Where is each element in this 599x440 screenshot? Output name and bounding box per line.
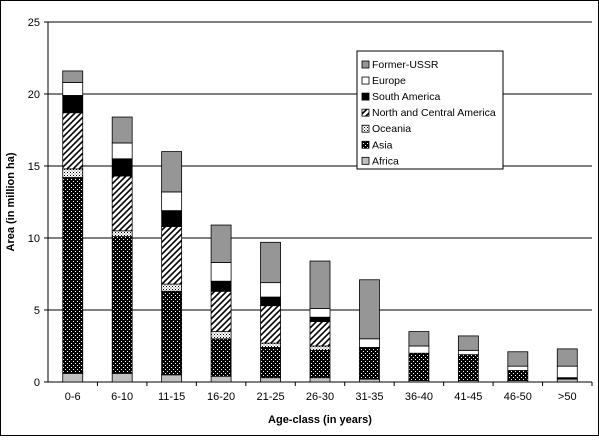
legend-label: Former-USSR <box>372 59 439 71</box>
bar-segment-africa <box>309 377 331 383</box>
bar-segment-north-and-central-america <box>210 290 232 332</box>
y-tick-label: 15 <box>28 161 40 173</box>
bar-segment-oceania <box>260 342 281 348</box>
bar-segment-north-and-central-america <box>309 321 331 347</box>
legend-swatch <box>361 124 370 133</box>
bar-segment-africa <box>62 372 84 383</box>
y-tick-label: 10 <box>28 233 40 245</box>
legend-swatch <box>361 108 370 117</box>
x-tick-label: >50 <box>558 391 577 403</box>
bar-segment-former-ussr <box>359 279 380 340</box>
bar-segment-former-ussr <box>309 260 331 309</box>
bar-segment-former-ussr <box>111 116 133 144</box>
bar-segment-europe <box>556 365 578 379</box>
bar-segment-asia <box>408 352 430 381</box>
legend-swatch <box>361 92 370 101</box>
bar-segment-former-ussr <box>556 348 578 367</box>
bar-segment-former-ussr <box>457 335 479 351</box>
bar-segment-asia <box>210 338 232 377</box>
bar-segment-asia <box>62 177 84 374</box>
bar-segment-europe <box>260 282 281 298</box>
bar-segment-africa <box>556 378 578 383</box>
bar-segment-oceania <box>62 168 84 178</box>
x-tick-label: 41-45 <box>454 391 482 403</box>
bar-segment-south-america <box>309 316 331 322</box>
legend-label: North and Central America <box>372 107 496 119</box>
bar-segment-europe <box>111 142 133 160</box>
bar-segment-oceania <box>210 331 232 340</box>
legend-label: Oceania <box>372 123 411 135</box>
y-tick-label: 0 <box>34 377 40 389</box>
x-tick-label: 16-20 <box>207 391 235 403</box>
bar-segment-europe <box>309 308 331 318</box>
bar-segment-europe <box>210 262 232 282</box>
bar-segment-former-ussr <box>260 241 281 284</box>
x-tick-label: 0-6 <box>65 391 81 403</box>
bar-segment-former-ussr <box>408 331 430 347</box>
tick-labels: 0 5 10 15 20 25 0-6 6-10 11-15 16-20 21-25 26-30 31-… <box>28 17 577 403</box>
bar-segment-europe <box>62 82 84 96</box>
legend-swatch <box>361 60 370 69</box>
legend-swatch <box>361 156 370 165</box>
y-tick-label: 20 <box>28 89 40 101</box>
bar-segment-former-ussr <box>210 224 232 263</box>
legend-label: Asia <box>372 139 393 151</box>
y-tick-label: 25 <box>28 17 40 29</box>
bar-segment-south-america <box>161 210 183 227</box>
y-axis-title: Area (in million ha) <box>5 152 17 251</box>
bar-segment-oceania <box>111 230 133 237</box>
bar-segment-asia <box>359 347 380 380</box>
bar-segment-former-ussr <box>507 351 529 367</box>
legend-box <box>356 50 504 170</box>
bar-segment-africa <box>111 372 133 383</box>
bar-segment-asia <box>507 370 529 381</box>
legend-label: South America <box>372 91 440 103</box>
y-tick-label: 5 <box>34 305 40 317</box>
bar-segment-asia <box>111 236 133 374</box>
x-tick-label: 26-30 <box>306 391 334 403</box>
legend-swatch <box>361 76 370 85</box>
legend-label: Africa <box>372 155 399 167</box>
bar-segment-europe <box>507 365 529 371</box>
bar-segment-asia <box>457 354 479 381</box>
bar-segment-former-ussr <box>161 151 183 193</box>
x-tick-label: 21-25 <box>256 391 284 403</box>
legend-swatch <box>361 140 370 149</box>
bar-segment-europe <box>161 191 183 212</box>
bar-segment-africa <box>210 375 232 383</box>
x-tick-label: 36-40 <box>405 391 433 403</box>
bar-segment-africa <box>260 377 281 383</box>
bar-segment-former-ussr <box>62 70 84 83</box>
bars <box>62 70 578 383</box>
bar-segment-south-america <box>62 95 84 114</box>
x-tick-label: 31-35 <box>355 391 383 403</box>
bar-segment-africa <box>359 378 380 383</box>
bar-segment-oceania <box>161 283 183 292</box>
x-axis-title: Age-class (in years) <box>268 414 372 426</box>
bar-segment-south-america <box>260 296 281 307</box>
bar-segment-north-and-central-america <box>260 305 281 344</box>
bar-segment-asia <box>161 290 183 376</box>
bar-segment-europe <box>457 349 479 356</box>
x-tick-label: 11-15 <box>158 391 185 403</box>
bar-segment-north-and-central-america <box>111 175 133 232</box>
x-tick-label: 6-10 <box>111 391 133 403</box>
legend: Former-USSR Europe South America North and … <box>356 50 504 170</box>
bar-segment-asia <box>309 349 331 379</box>
bar-segment-north-and-central-america <box>161 226 183 285</box>
bar-segment-europe <box>408 345 430 354</box>
bar-segment-africa <box>161 374 183 383</box>
bar-segment-oceania <box>309 345 331 351</box>
bar-segment-asia <box>260 347 281 379</box>
legend-label: Europe <box>372 75 406 87</box>
bar-segment-south-america <box>210 280 232 292</box>
x-tick-label: 46-50 <box>504 391 532 403</box>
bar-segment-south-america <box>111 158 133 177</box>
bar-segment-europe <box>359 338 380 348</box>
bar-segment-north-and-central-america <box>62 112 84 170</box>
